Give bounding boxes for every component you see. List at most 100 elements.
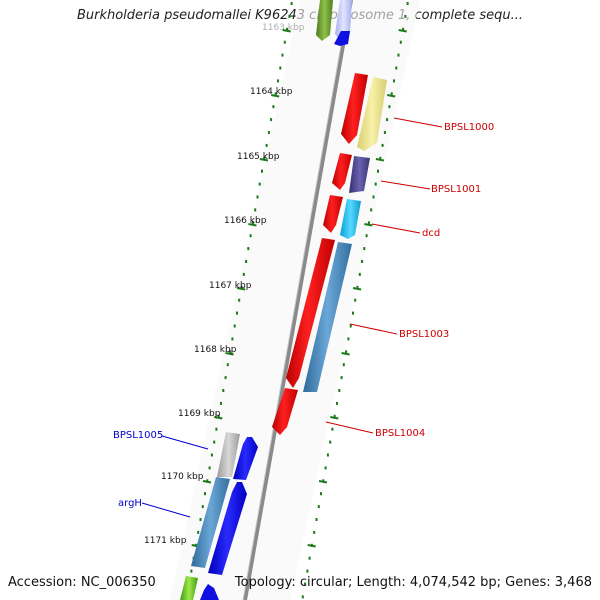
- tick-major: [214, 416, 223, 420]
- tick-dot: [399, 40, 402, 44]
- tick-major: [248, 223, 257, 227]
- tick-dot: [404, 14, 407, 18]
- tick-dot: [199, 518, 202, 521]
- tick-dot: [213, 440, 216, 444]
- tick-dot: [215, 427, 218, 431]
- gene-label-bpsl1000[interactable]: BPSL1000: [444, 122, 494, 133]
- tick-major: [330, 416, 339, 420]
- genome-backbone-highlight: [242, 0, 350, 600]
- tick-dot: [229, 350, 232, 354]
- tick-dot: [210, 453, 213, 457]
- tick-dot: [279, 66, 282, 70]
- tick-dot: [374, 182, 377, 186]
- tick-dot: [381, 143, 384, 147]
- tick-dot: [406, 2, 409, 5]
- summary-text: Topology: circular; Length: 4,074,542 bp…: [234, 575, 592, 590]
- tick-major: [375, 158, 385, 162]
- tick-dot: [231, 337, 234, 341]
- tick-dot: [336, 401, 338, 405]
- tick-dot: [233, 324, 236, 328]
- tick-dot: [277, 79, 279, 83]
- tick-dot: [240, 285, 243, 289]
- tick-dot: [331, 427, 334, 431]
- gene-label-dcd[interactable]: dcd: [422, 228, 440, 239]
- gene-olive-top: [316, 0, 333, 41]
- tick-dot: [317, 505, 320, 509]
- gene-label-bpsl1003[interactable]: BPSL1003: [399, 329, 449, 340]
- tick-dot: [361, 260, 364, 263]
- tick-major: [236, 287, 246, 291]
- tick-dot: [267, 131, 270, 134]
- scale-label-1170: 1170 kbp: [161, 472, 204, 482]
- tick-major: [271, 94, 280, 98]
- scale-label-1167: 1167 kbp: [209, 281, 252, 291]
- tick-dot: [386, 118, 389, 122]
- tick-dot: [358, 272, 361, 276]
- tick-dot: [326, 453, 329, 457]
- tick-dot: [265, 143, 268, 147]
- tick-major: [352, 287, 362, 291]
- tick-dot: [372, 195, 375, 199]
- gene-label-bpsl1005[interactable]: BPSL1005: [113, 430, 163, 441]
- tick-dot: [249, 234, 252, 238]
- tick-dot: [402, 27, 405, 31]
- tick-major: [387, 94, 396, 98]
- tick-dot: [286, 27, 289, 31]
- tick-dot: [254, 208, 257, 212]
- tick-dot: [224, 376, 227, 380]
- pointer-bpsl1003: [349, 323, 398, 335]
- tick-dot: [238, 298, 241, 302]
- gene-blue-bottom: [200, 584, 219, 600]
- tick-dot: [342, 363, 345, 367]
- gene-bpsl1001-red: [332, 153, 352, 190]
- tick-dot: [247, 247, 250, 251]
- scale-label-1168: 1168 kbp: [194, 345, 237, 355]
- tick-major: [307, 544, 316, 548]
- tick-dot: [270, 118, 273, 122]
- accession-text: Accession: NC_006350: [8, 575, 156, 590]
- tick-dot: [201, 505, 204, 509]
- pointer-bpsl1005: [161, 435, 209, 450]
- tick-dot: [220, 401, 222, 405]
- gene-bpsl1004-red: [272, 388, 298, 435]
- gene-label-bpsl1004[interactable]: BPSL1004: [375, 428, 425, 439]
- tick-dot: [315, 518, 318, 521]
- pointer-dcd: [371, 223, 421, 234]
- gene-bpsl1003-red: [286, 238, 335, 388]
- genome-backbone: [243, 0, 353, 600]
- tick-dot: [313, 530, 316, 534]
- tick-dot: [283, 40, 286, 44]
- gene-label-bpsl1001[interactable]: BPSL1001: [431, 184, 481, 195]
- tick-dot: [272, 105, 275, 109]
- pointer-bpsl1000: [393, 117, 443, 128]
- tick-dot: [306, 569, 309, 573]
- tick-dot: [263, 156, 266, 160]
- gene-blue-top: [334, 31, 350, 46]
- tick-dot: [352, 311, 354, 315]
- tick-dot: [377, 169, 379, 173]
- tick-dot: [340, 376, 343, 380]
- tick-dot: [363, 247, 366, 251]
- gene-argh-blue: [208, 482, 247, 575]
- tick-dot: [367, 221, 370, 225]
- gene-bpsl1005-blue: [233, 437, 258, 480]
- tick-dot: [261, 169, 263, 173]
- tick-dot: [288, 14, 291, 18]
- tick-dot: [226, 363, 229, 367]
- tick-major: [202, 480, 212, 484]
- gene-label-argh[interactable]: argH: [118, 498, 142, 509]
- scale-label-1163: 1163 kbp: [262, 23, 305, 33]
- gene-dcd-red: [323, 195, 343, 233]
- tick-dot: [395, 66, 398, 70]
- tick-dot: [190, 569, 193, 573]
- tick-dot: [329, 440, 332, 444]
- gene-bpsl1001-purple: [349, 156, 370, 193]
- tick-dot: [349, 324, 352, 328]
- tick-dot: [217, 414, 220, 418]
- tick-dot: [338, 389, 341, 392]
- tick-dot: [308, 556, 311, 560]
- gene-dcd-cyan: [340, 199, 361, 239]
- pointer-argh: [141, 502, 191, 518]
- tick-major: [364, 223, 373, 227]
